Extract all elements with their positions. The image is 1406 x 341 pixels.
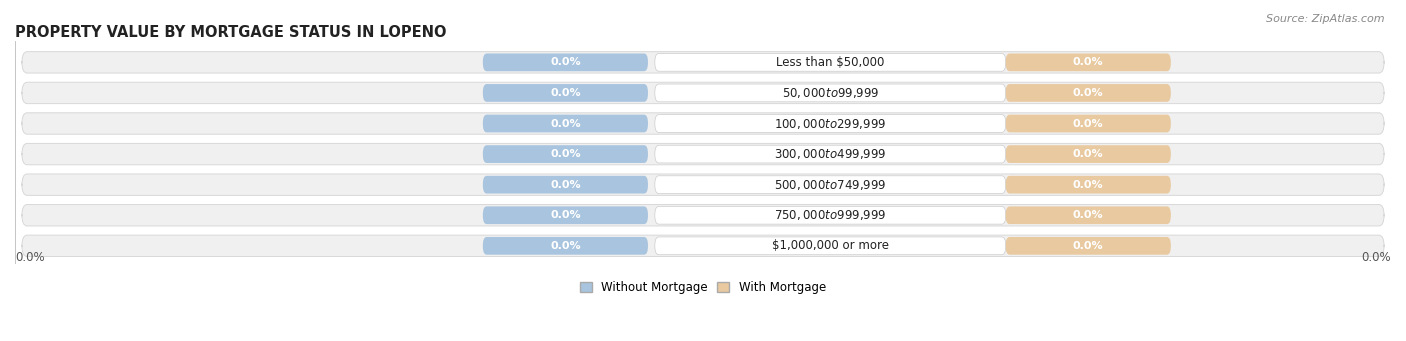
Text: $300,000 to $499,999: $300,000 to $499,999 — [775, 147, 887, 161]
Text: 0.0%: 0.0% — [1073, 57, 1104, 68]
Text: 0.0%: 0.0% — [1073, 180, 1104, 190]
Text: 0.0%: 0.0% — [550, 119, 581, 129]
Text: 0.0%: 0.0% — [1073, 210, 1104, 220]
Text: 0.0%: 0.0% — [1073, 241, 1104, 251]
FancyBboxPatch shape — [22, 235, 1384, 256]
FancyBboxPatch shape — [1005, 176, 1171, 194]
FancyBboxPatch shape — [1005, 206, 1171, 224]
Text: PROPERTY VALUE BY MORTGAGE STATUS IN LOPENO: PROPERTY VALUE BY MORTGAGE STATUS IN LOP… — [15, 25, 447, 40]
Text: 0.0%: 0.0% — [550, 241, 581, 251]
Text: $50,000 to $99,999: $50,000 to $99,999 — [782, 86, 879, 100]
Text: 0.0%: 0.0% — [550, 149, 581, 159]
Text: 0.0%: 0.0% — [15, 251, 45, 264]
FancyBboxPatch shape — [655, 54, 1005, 71]
FancyBboxPatch shape — [655, 206, 1005, 224]
FancyBboxPatch shape — [655, 176, 1005, 194]
Text: 0.0%: 0.0% — [550, 210, 581, 220]
FancyBboxPatch shape — [482, 237, 648, 255]
FancyBboxPatch shape — [1005, 145, 1171, 163]
FancyBboxPatch shape — [22, 144, 1384, 165]
FancyBboxPatch shape — [1005, 84, 1171, 102]
Text: 0.0%: 0.0% — [550, 180, 581, 190]
FancyBboxPatch shape — [655, 84, 1005, 102]
Text: 0.0%: 0.0% — [1073, 149, 1104, 159]
FancyBboxPatch shape — [22, 205, 1384, 226]
Text: $500,000 to $749,999: $500,000 to $749,999 — [775, 178, 887, 192]
FancyBboxPatch shape — [482, 206, 648, 224]
Text: 0.0%: 0.0% — [550, 57, 581, 68]
FancyBboxPatch shape — [22, 174, 1384, 195]
Text: $100,000 to $299,999: $100,000 to $299,999 — [775, 117, 886, 131]
Text: Source: ZipAtlas.com: Source: ZipAtlas.com — [1267, 14, 1385, 24]
FancyBboxPatch shape — [1005, 237, 1171, 255]
FancyBboxPatch shape — [22, 82, 1384, 104]
Legend: Without Mortgage, With Mortgage: Without Mortgage, With Mortgage — [575, 276, 831, 298]
FancyBboxPatch shape — [482, 54, 648, 71]
Text: Less than $50,000: Less than $50,000 — [776, 56, 884, 69]
Text: 0.0%: 0.0% — [1073, 119, 1104, 129]
Text: 0.0%: 0.0% — [550, 88, 581, 98]
Text: $750,000 to $999,999: $750,000 to $999,999 — [775, 208, 887, 222]
FancyBboxPatch shape — [1005, 115, 1171, 132]
FancyBboxPatch shape — [1005, 54, 1171, 71]
Text: 0.0%: 0.0% — [1073, 88, 1104, 98]
FancyBboxPatch shape — [482, 84, 648, 102]
FancyBboxPatch shape — [22, 113, 1384, 134]
FancyBboxPatch shape — [655, 115, 1005, 132]
Text: 0.0%: 0.0% — [1361, 251, 1391, 264]
FancyBboxPatch shape — [655, 145, 1005, 163]
Text: $1,000,000 or more: $1,000,000 or more — [772, 239, 889, 252]
FancyBboxPatch shape — [655, 237, 1005, 255]
FancyBboxPatch shape — [482, 115, 648, 132]
FancyBboxPatch shape — [482, 176, 648, 194]
FancyBboxPatch shape — [482, 145, 648, 163]
FancyBboxPatch shape — [22, 51, 1384, 73]
